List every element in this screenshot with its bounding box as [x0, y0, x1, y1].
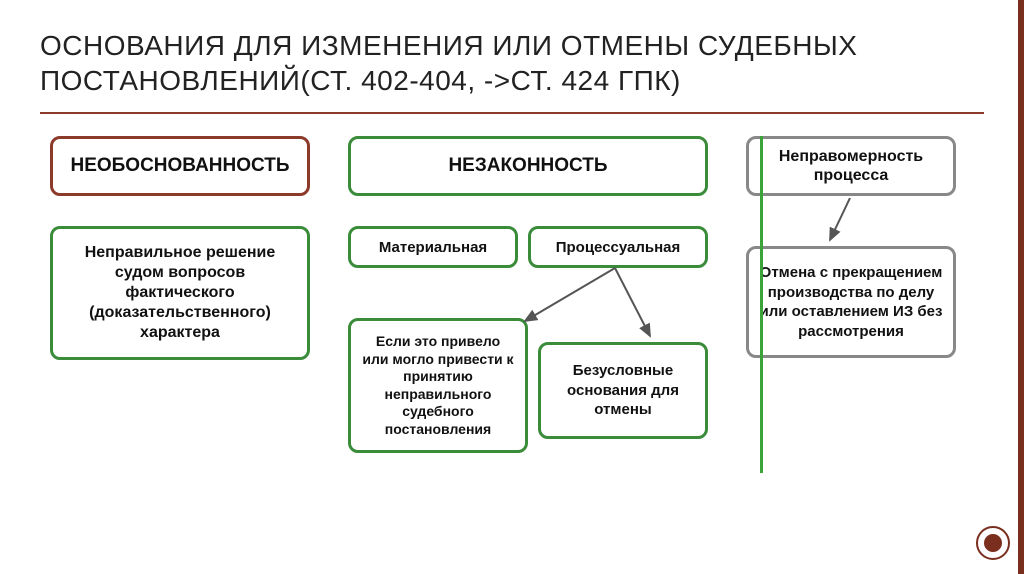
- sub-material: Материальная: [348, 226, 518, 268]
- row-illegality-subs: Материальная Процессуальная: [348, 226, 708, 268]
- header-illegality-label: НЕЗАКОННОСТЬ: [448, 155, 607, 177]
- columns-container: НЕОБОСНОВАННОСТЬ Неправильное решение су…: [40, 136, 984, 453]
- header-process-unlawful: Неправомерность процесса: [746, 136, 956, 196]
- sub-procedural-label: Процессуальная: [556, 239, 681, 256]
- title-underline: [40, 112, 984, 114]
- header-unfounded-label: НЕОБОСНОВАННОСТЬ: [70, 155, 289, 177]
- column-process-unlawful: Неправомерность процесса Отмена с прекра…: [736, 136, 966, 453]
- leaf-termination-label: Отмена с прекращением производства по де…: [759, 263, 943, 341]
- header-illegality: НЕЗАКОННОСТЬ: [348, 136, 708, 196]
- slide-root: ОСНОВАНИЯ ДЛЯ ИЗМЕНЕНИЯ ИЛИ ОТМЕНЫ СУДЕБ…: [0, 0, 1024, 574]
- column-unfounded: НЕОБОСНОВАННОСТЬ Неправильное решение су…: [40, 136, 320, 453]
- title-line-1: ОСНОВАНИЯ ДЛЯ ИЗМЕНЕНИЯ ИЛИ ОТМЕНЫ СУДЕБ…: [40, 30, 857, 61]
- slide-title: ОСНОВАНИЯ ДЛЯ ИЗМЕНЕНИЯ ИЛИ ОТМЕНЫ СУДЕБ…: [40, 28, 984, 98]
- side-accent-bar: [1018, 0, 1024, 574]
- title-line-2: ПОСТАНОВЛЕНИЙ(СТ. 402-404, ->СТ. 424 ГПК…: [40, 65, 681, 96]
- header-unfounded: НЕОБОСНОВАННОСТЬ: [50, 136, 310, 196]
- header-process-unlawful-label: Неправомерность процесса: [763, 147, 939, 185]
- leaf-termination: Отмена с прекращением производства по де…: [746, 246, 956, 358]
- leaf-unconditional: Безусловные основания для отмены: [538, 342, 708, 439]
- corner-badge: [976, 526, 1010, 560]
- sub-procedural: Процессуальная: [528, 226, 708, 268]
- sub-material-label: Материальная: [379, 239, 487, 256]
- leaf-led-to-wrong: Если это привело или могло привести к пр…: [348, 318, 528, 453]
- column-illegality: НЕЗАКОННОСТЬ Материальная Процессуальная…: [338, 136, 718, 453]
- corner-badge-dot: [984, 534, 1002, 552]
- row-illegality-leaves: Если это привело или могло привести к пр…: [348, 318, 708, 453]
- vertical-separator: [760, 136, 763, 473]
- sub-unfounded-label: Неправильное решение судом вопросов факт…: [67, 243, 293, 343]
- leaf-unconditional-label: Безусловные основания для отмены: [553, 361, 693, 420]
- leaf-led-to-wrong-label: Если это привело или могло привести к пр…: [361, 333, 515, 438]
- sub-unfounded: Неправильное решение судом вопросов факт…: [50, 226, 310, 360]
